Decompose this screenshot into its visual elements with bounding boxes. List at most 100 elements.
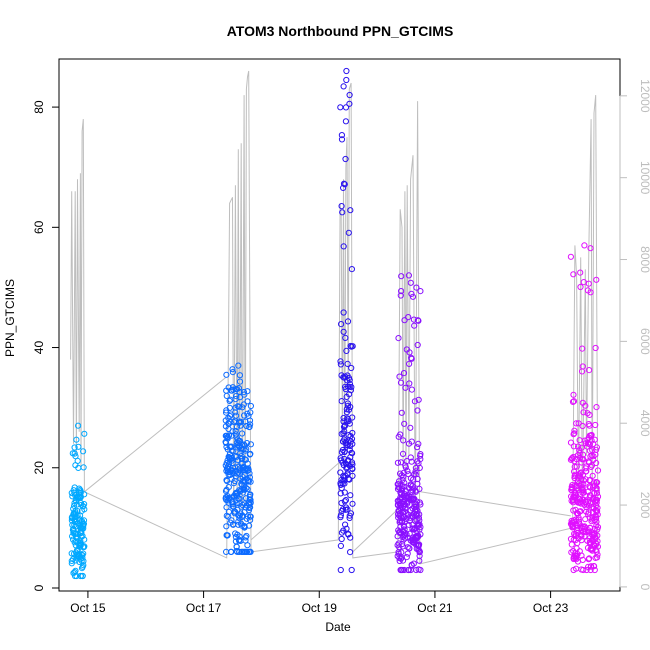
data-point (237, 422, 244, 429)
x-axis: Oct 15 Oct 17 Oct 19 Oct 21 Oct 23 (70, 590, 569, 615)
data-point (223, 512, 230, 519)
data-point (233, 543, 240, 551)
data-point (591, 566, 598, 574)
data-point (338, 203, 345, 210)
data-point (585, 498, 592, 505)
data-point (394, 459, 401, 466)
data-point (580, 566, 587, 574)
data-point (245, 548, 252, 556)
data-point (79, 572, 86, 580)
data-point (578, 531, 585, 538)
data-point (593, 487, 600, 494)
data-point (577, 500, 585, 507)
data-point (340, 438, 347, 445)
data-point (340, 184, 347, 191)
data-point (414, 444, 421, 451)
data-point (585, 280, 592, 287)
data-point (341, 498, 348, 505)
data-point (397, 431, 404, 438)
data-point (225, 425, 232, 433)
data-point (243, 422, 250, 430)
data-point (588, 503, 596, 511)
data-point (76, 539, 83, 547)
data-point (71, 511, 78, 518)
data-point (590, 440, 597, 447)
data-point (236, 378, 244, 385)
data-point (580, 481, 587, 488)
data-point (240, 485, 247, 492)
data-point (401, 519, 408, 526)
data-point (225, 484, 232, 491)
data-point (578, 552, 585, 559)
data-point (582, 440, 590, 447)
data-point (411, 322, 418, 329)
data-point (343, 460, 350, 467)
data-point (77, 512, 84, 519)
data-point (340, 472, 347, 479)
data-point (567, 439, 575, 446)
data-point (594, 554, 601, 561)
data-point (344, 360, 351, 367)
data-point (340, 309, 347, 316)
data-point (223, 465, 231, 472)
data-point (343, 347, 350, 354)
x-tick-label: Oct 17 (186, 601, 222, 615)
data-point (224, 446, 231, 453)
data-point (235, 403, 243, 410)
data-point (242, 495, 250, 502)
data-point (246, 504, 253, 512)
data-point (590, 479, 598, 486)
data-point (338, 321, 345, 328)
data-point (347, 403, 354, 411)
data-point (347, 438, 354, 445)
y-axis-label: PPN_GTCIMS (3, 279, 17, 357)
data-point (397, 459, 405, 466)
data-point (68, 557, 75, 565)
data-point (232, 473, 239, 480)
data-point (395, 335, 402, 342)
data-point (579, 399, 586, 406)
data-point (70, 556, 77, 563)
data-point (575, 514, 582, 521)
data-point (570, 566, 577, 574)
data-point (394, 511, 402, 518)
data-point (345, 530, 352, 538)
data-point (338, 398, 345, 405)
data-point (587, 525, 594, 532)
y-tick-label: 40 (32, 341, 46, 355)
data-point (567, 253, 575, 260)
data-point (408, 386, 415, 393)
data-point (239, 404, 246, 411)
data-point (244, 410, 251, 417)
data-point (592, 535, 599, 542)
data-point (399, 508, 407, 516)
data-point (584, 287, 592, 294)
data-point (398, 485, 405, 492)
data-point (594, 524, 602, 531)
connecting-line (84, 377, 226, 493)
data-point (68, 550, 75, 557)
data-point (407, 454, 414, 461)
data-point (247, 409, 254, 416)
data-point (73, 572, 80, 580)
data-point (78, 551, 85, 558)
data-point (337, 361, 344, 368)
y-tick-label: 20 (32, 461, 46, 475)
data-point (571, 427, 578, 434)
secondary-series (70, 70, 599, 565)
data-point (243, 532, 250, 540)
data-point (415, 543, 422, 550)
data-point (408, 290, 415, 297)
data-point (337, 104, 344, 111)
data-point (594, 508, 601, 515)
data-point (569, 497, 577, 504)
data-point (589, 472, 596, 479)
data-point (593, 496, 601, 504)
data-point (590, 453, 597, 460)
data-point (72, 462, 79, 469)
data-point (241, 482, 248, 489)
data-point (572, 554, 579, 562)
data-point (234, 436, 241, 443)
data-point (236, 536, 243, 543)
data-point (587, 245, 594, 252)
